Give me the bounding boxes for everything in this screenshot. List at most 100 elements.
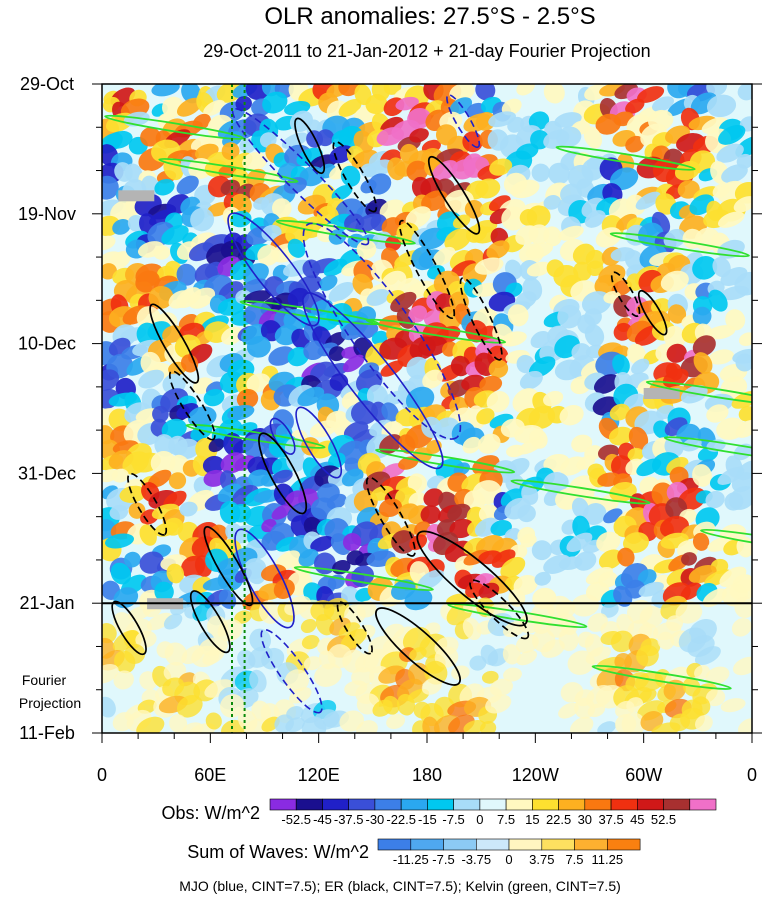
anomaly-blob (164, 642, 188, 666)
anomaly-blob (667, 304, 687, 324)
anomaly-blob (271, 198, 292, 219)
anomaly-blob (342, 532, 362, 552)
waves-colorbar: -11.25 -7.5 -3.75 0 3.75 7.5 11.25 (377, 838, 641, 867)
anomaly-blob (485, 694, 512, 714)
er-contour (427, 155, 481, 235)
anomaly-blob (208, 438, 225, 453)
anomaly-blob (203, 99, 226, 117)
anomaly-blob (677, 180, 700, 199)
anomaly-blob (244, 290, 272, 304)
anomaly-blob (597, 721, 616, 733)
anomaly-blob (221, 142, 240, 160)
anomaly-blob (289, 687, 312, 704)
anomaly-blob (147, 469, 172, 488)
anomaly-blob (637, 569, 657, 586)
anomaly-blob (543, 390, 564, 407)
anomaly-blob (135, 630, 157, 648)
anomaly-blob (557, 304, 582, 329)
anomaly-blob (598, 549, 623, 570)
anomaly-blob (593, 374, 620, 394)
anomaly-blob (637, 86, 665, 103)
colorbar-label: 15 (525, 812, 539, 827)
anomaly-blob (112, 219, 131, 235)
waves-colorbar-title: Sum of Waves: W/m^2 (187, 842, 369, 862)
anomaly-blob (176, 175, 199, 195)
anomaly-blob (626, 273, 644, 291)
kelvin-contour (591, 664, 732, 690)
axis-ticks (92, 83, 762, 743)
anomaly-blob (616, 213, 637, 231)
anomaly-blob (653, 420, 671, 439)
colorbar-swatch (400, 798, 428, 811)
anomaly-blob (328, 281, 355, 302)
anomaly-blob (234, 610, 252, 624)
kelvin-contour (663, 436, 752, 462)
anomaly-blob (128, 502, 146, 519)
anomaly-blob (660, 270, 689, 292)
anomaly-blob (475, 112, 496, 131)
anomaly-blob (421, 190, 449, 212)
wave-contours (104, 84, 752, 733)
anomaly-blob (510, 179, 540, 199)
anomaly-blob (584, 210, 606, 228)
anomaly-blob (192, 113, 211, 131)
mjo-contour (260, 628, 323, 714)
anomaly-blob (475, 178, 501, 199)
colorbar-swatch (532, 798, 559, 811)
anomaly-blob (188, 287, 216, 309)
footnote: MJO (blue, CINT=7.5); ER (black, CINT=7.… (179, 878, 621, 894)
anomaly-blob (383, 84, 402, 95)
anomaly-blob (610, 630, 634, 653)
anomaly-blob (486, 240, 510, 260)
anomaly-blob (365, 159, 394, 177)
y-tick-label: 11-Feb (19, 723, 75, 743)
anomaly-blob (626, 697, 644, 713)
projection-label-line2: Projection (19, 695, 81, 711)
x-tick-label: 0 (97, 765, 107, 785)
anomaly-blob (102, 235, 116, 251)
anomaly-blob (705, 666, 730, 685)
colorbar-label: 0 (476, 812, 483, 827)
anomaly-blob (379, 199, 405, 220)
anomaly-blob (166, 563, 185, 584)
anomaly-blob (717, 211, 745, 228)
anomaly-blob (119, 485, 147, 503)
anomaly-blob (386, 713, 406, 730)
anomaly-blob (735, 419, 752, 438)
anomaly-blob (507, 304, 529, 327)
anomaly-blob (382, 695, 400, 715)
anomaly-blob (102, 369, 120, 391)
er-contour (294, 117, 326, 175)
anomaly-blob (450, 355, 471, 377)
anomaly-blob (694, 646, 721, 666)
colorbar-label: 37.5 (598, 812, 623, 827)
anomaly-blob (515, 143, 539, 160)
x-tick-label: 180 (412, 765, 442, 785)
anomaly-blob (512, 388, 540, 414)
anomaly-blob (398, 434, 416, 454)
anomaly-blob (105, 533, 134, 549)
kelvin-contour (447, 603, 588, 629)
anomaly-blob (734, 596, 752, 619)
colorbar-label: 45 (630, 812, 644, 827)
anomaly-blob (717, 466, 745, 485)
anomaly-blob (342, 354, 365, 373)
anomaly-blob (664, 436, 684, 457)
anomaly-blob (491, 549, 516, 568)
mjo-contour (231, 107, 370, 246)
anomaly-blob (636, 645, 659, 667)
anomaly-blob (693, 352, 713, 374)
x-axis-labels: 0 60E 120E 180 120W 60W 0 (97, 765, 757, 785)
colorbar-label: -15 (418, 812, 437, 827)
anomaly-blob (489, 678, 513, 697)
anomaly-blob (474, 257, 504, 275)
anomaly-blob (221, 326, 244, 345)
anomaly-blob (451, 260, 477, 277)
anomaly-blob (272, 469, 293, 484)
anomaly-blob (476, 408, 495, 425)
anomaly-blob (519, 370, 543, 390)
kelvin-contour (365, 318, 507, 344)
anomaly-blob (516, 650, 538, 666)
anomaly-blob (249, 669, 267, 693)
colorbar-swatch (295, 798, 323, 811)
